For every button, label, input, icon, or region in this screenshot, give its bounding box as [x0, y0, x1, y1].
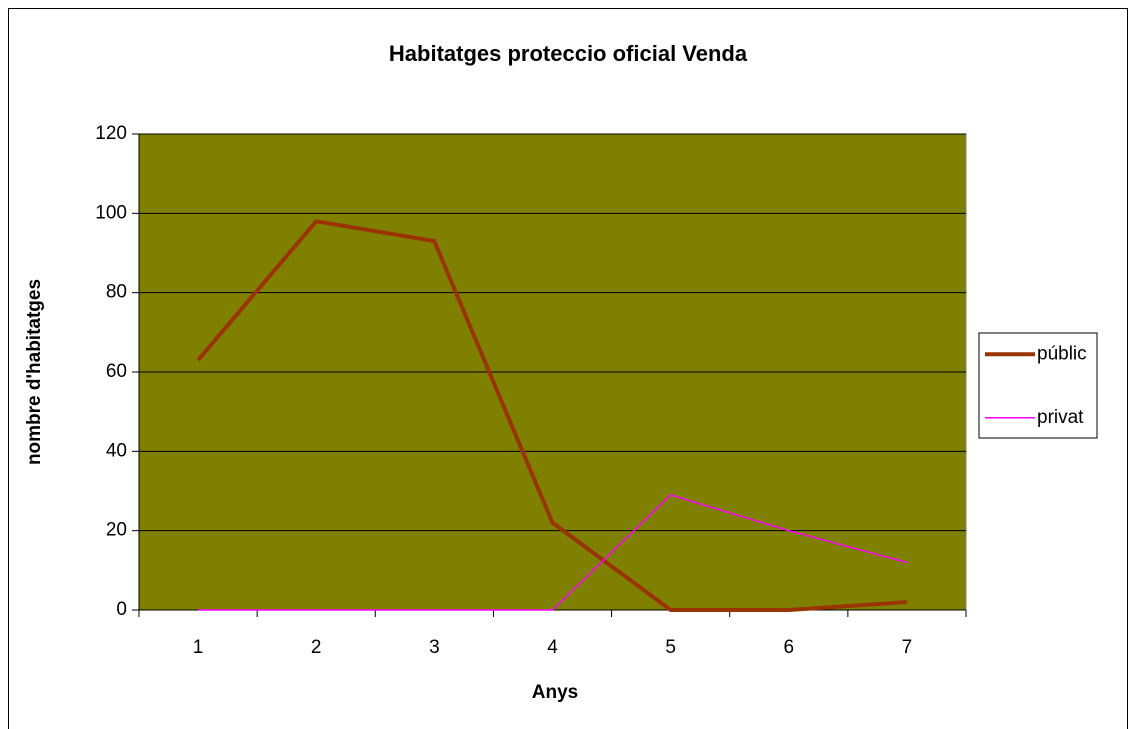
x-tick-label: 6 — [783, 637, 794, 658]
x-axis-label: Anys — [532, 682, 578, 703]
x-tick-label: 5 — [665, 637, 676, 658]
chart-title: Habitatges proteccio oficial Venda — [389, 41, 748, 66]
legend-box — [978, 332, 1098, 439]
y-tick-label: 120 — [95, 123, 127, 144]
legend-label: públic — [1037, 343, 1087, 364]
y-tick-label: 40 — [106, 440, 127, 461]
x-tick-label: 1 — [193, 637, 204, 658]
series-line — [198, 494, 908, 611]
x-tick-label: 7 — [902, 637, 913, 658]
x-tick-label: 4 — [547, 637, 558, 658]
y-axis-label: nombre d'habitatges — [24, 279, 45, 465]
y-tick-label: 0 — [116, 599, 127, 620]
series-line — [196, 219, 908, 612]
x-tick-label: 2 — [311, 637, 322, 658]
y-tick-label: 20 — [106, 520, 127, 541]
y-tick-label: 60 — [106, 361, 127, 382]
x-tick-label: 3 — [429, 637, 440, 658]
y-tick-label: 80 — [106, 282, 127, 303]
legend-label: privat — [1037, 407, 1084, 428]
y-tick-label: 100 — [95, 202, 127, 223]
